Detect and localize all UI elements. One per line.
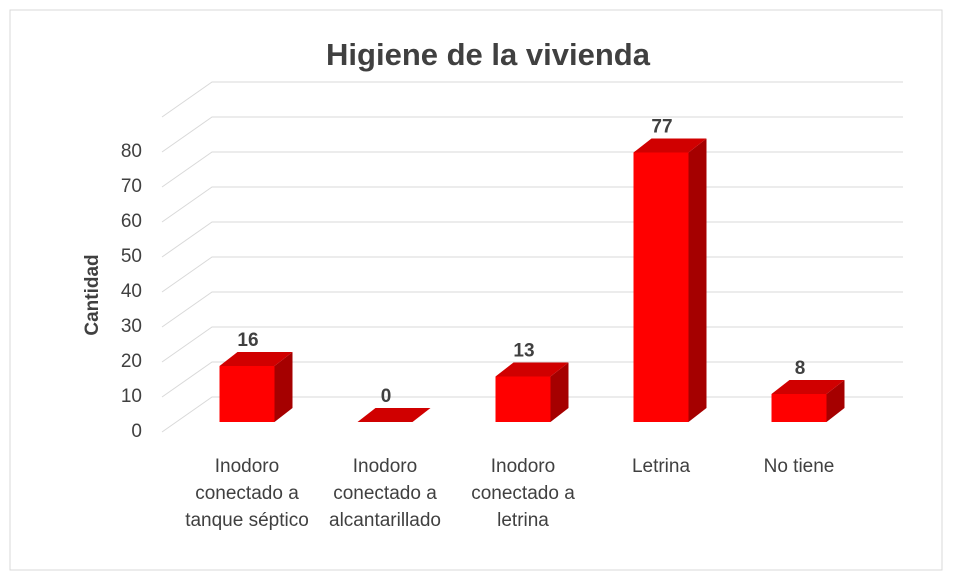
x-tick-label: Inodoro conectado a alcantarillado — [329, 456, 441, 531]
y-tick-label: 30 — [121, 316, 142, 337]
grid-line — [161, 116, 903, 153]
bar-front — [219, 366, 275, 422]
bar — [219, 352, 293, 422]
y-tick-label: 60 — [121, 211, 142, 232]
chart-title: Higiene de la vivienda — [326, 37, 651, 72]
x-tick-label: Inodoro conectado a tanque séptico — [185, 456, 309, 531]
y-tick-label: 80 — [121, 141, 142, 162]
y-tick-label: 20 — [121, 351, 142, 372]
value-label: 13 — [513, 341, 534, 362]
bar — [633, 138, 707, 422]
x-tick-label: Inodoro conectado a letrina — [471, 456, 575, 531]
y-tick-label: 40 — [121, 281, 142, 302]
grid-line — [161, 81, 903, 118]
y-axis-title: Cantidad — [82, 254, 103, 335]
bar-top — [771, 380, 845, 394]
x-tick-label: Letrina — [631, 456, 691, 477]
bar — [357, 408, 431, 422]
bar-front — [771, 394, 827, 422]
y-tick-label: 50 — [121, 246, 142, 267]
y-tick-label: 70 — [121, 176, 142, 197]
bar-front — [495, 376, 551, 422]
y-tick-label: 0 — [131, 421, 142, 442]
value-label: 16 — [237, 330, 258, 351]
bar-front — [633, 152, 689, 422]
bar-top — [219, 352, 293, 366]
bar-side — [274, 352, 293, 422]
y-tick-label: 10 — [121, 386, 142, 407]
bar-top — [357, 408, 431, 422]
value-label: 0 — [381, 386, 392, 407]
value-label: 77 — [651, 117, 672, 138]
bar-top — [495, 362, 569, 377]
bar-side — [550, 362, 569, 422]
bar — [771, 380, 845, 422]
x-tick-label: No tiene — [763, 456, 835, 477]
value-label: 8 — [795, 358, 806, 379]
bar-side — [688, 138, 707, 422]
bar — [495, 362, 569, 422]
bar-top — [633, 138, 707, 153]
